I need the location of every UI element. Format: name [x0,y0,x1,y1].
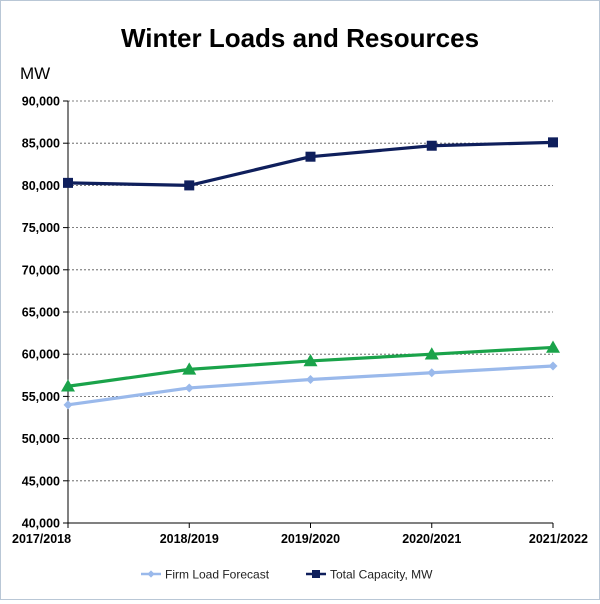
y-tick-label: 40,000 [22,517,60,531]
data-point-square [548,137,558,148]
series-group [63,137,558,191]
y-tick-label: 65,000 [22,306,60,320]
data-point-diamond [427,368,437,378]
data-point-triangle [424,347,439,360]
data-point-triangle [182,362,197,375]
axes [63,100,554,528]
y-tick-label: 50,000 [22,432,60,446]
y-tick-label: 90,000 [22,95,60,109]
y-tick-label: 70,000 [22,263,60,277]
data-point-diamond [548,361,558,371]
legend-label: Firm Load Forecast [165,568,270,582]
data-point-diamond [147,570,155,578]
data-point-square [305,151,316,162]
data-point-triangle [546,340,560,353]
series-line [67,140,554,187]
y-tick-label: 60,000 [22,348,60,362]
legend-entry: Total Capacity, MW [306,568,433,582]
y-tick-label: 55,000 [22,390,60,404]
x-tick-label: 2017/2018 [12,532,71,546]
data-point-square [312,570,320,578]
series [61,137,560,410]
series-line [67,364,554,407]
y-tick-label: 75,000 [22,221,60,235]
series-group [63,361,558,410]
data-point-diamond [63,400,73,410]
data-point-square [426,140,437,151]
data-point-triangle [61,379,75,392]
y-tick-label: 80,000 [22,179,60,193]
legend: Firm Load Forecast Total Capacity, MW [141,568,433,582]
data-point-square [63,177,73,188]
legend-label: Total Capacity, MW [330,568,433,582]
chart-title: Winter Loads and Resources [121,23,479,53]
x-tick-label: 2021/2022 [529,532,588,546]
x-axis-ticks: 2017/2018 2018/2019 2019/2020 2020/2021 2021… [12,532,588,546]
x-tick-label: 2019/2020 [281,532,340,546]
x-tick-label: 2020/2021 [402,532,461,546]
x-tick-label: 2018/2019 [160,532,219,546]
gridlines [68,100,553,482]
data-point-triangle [303,353,318,367]
data-point-square [184,180,195,191]
series-group [61,340,560,392]
legend-entry: Firm Load Forecast [141,568,270,582]
data-point-diamond [306,375,315,385]
y-tick-label: 45,000 [22,474,60,488]
y-axis-label: MW [20,64,50,83]
y-tick-label: 85,000 [22,137,60,151]
y-axis-ticks: 40,000 45,000 50,000 55,000 60,000 65,000 70,0… [22,95,60,531]
data-point-diamond [184,383,194,393]
